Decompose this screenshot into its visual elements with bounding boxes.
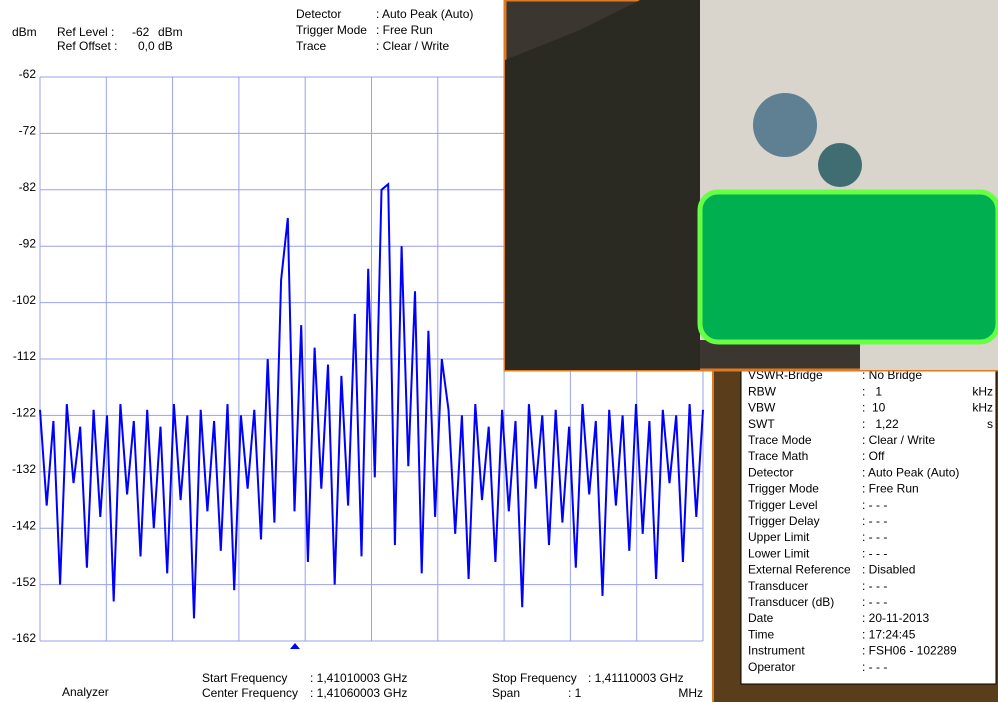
info-label: Trigger Level: [748, 498, 818, 512]
info-value: : Clear / Write: [862, 433, 935, 447]
y-tick-label: -72: [19, 124, 37, 138]
setting-value: : Free Run: [376, 23, 433, 37]
info-label: Date: [748, 611, 774, 625]
y-tick-label: -102: [12, 293, 36, 307]
ref-offset-label: Ref Offset :: [57, 39, 117, 53]
y-tick-label: -142: [12, 518, 36, 532]
page: dBm Ref Level : -62 dBm Ref Offset : 0,0…: [0, 0, 998, 702]
setting-label: Detector: [296, 7, 341, 21]
video-shape: [505, 0, 700, 370]
y-tick-label: -122: [12, 406, 36, 420]
ref-offset: 0,0 dB: [138, 39, 173, 53]
info-value: : - - -: [862, 514, 887, 528]
unit: dBm: [12, 25, 37, 39]
info-label: Trace Mode: [748, 433, 812, 447]
ref-level-unit: dBm: [158, 25, 183, 39]
y-tick-label: -152: [12, 575, 36, 589]
y-tick-label: -62: [19, 67, 37, 81]
info-value: : - - -: [862, 579, 887, 593]
info-value: : 1,22: [862, 417, 899, 431]
setting-label: Trigger Mode: [296, 23, 367, 37]
y-tick-label: -112: [13, 349, 36, 363]
info-unit: s: [987, 417, 993, 431]
mode: Analyzer: [62, 685, 109, 699]
info-label: Trigger Delay: [748, 514, 820, 528]
y-tick-label: -132: [12, 462, 36, 476]
setting-label: Trace: [296, 39, 327, 53]
frequency-unit: MHz: [678, 686, 703, 700]
info-unit: kHz: [972, 384, 993, 398]
info-value: : 10: [862, 401, 886, 415]
info-value: : 17:24:45: [862, 627, 916, 641]
info-value: : Auto Peak (Auto): [862, 465, 959, 479]
video-overlay: [505, 0, 998, 370]
ref-level-label: Ref Level :: [57, 25, 114, 39]
y-tick-label: -92: [19, 236, 37, 250]
info-value: : Free Run: [862, 482, 919, 496]
ref-level: -62: [132, 25, 150, 39]
info-value: : FSH06 - 102289: [862, 644, 957, 658]
info-label: Trigger Mode: [748, 482, 819, 496]
setting-value: : Clear / Write: [376, 39, 449, 53]
info-label: Time: [748, 627, 775, 641]
info-value: : - - -: [862, 660, 887, 674]
y-tick-label: -162: [12, 631, 36, 645]
info-unit: kHz: [972, 401, 993, 415]
info-value: : Off: [862, 449, 885, 463]
info-label: Operator: [748, 660, 795, 674]
info-value: : 1: [862, 384, 882, 398]
info-value: : - - -: [862, 595, 887, 609]
info-label: SWT: [748, 417, 775, 431]
info-label: RBW: [748, 384, 777, 398]
frequency-label: Stop Frequency: [492, 671, 577, 685]
green-box: [700, 192, 998, 342]
info-value: : Disabled: [862, 563, 915, 577]
setting-value: : Auto Peak (Auto): [376, 7, 473, 21]
info-label: Lower Limit: [748, 546, 810, 560]
info-label: Detector: [748, 465, 793, 479]
info-label: Transducer (dB): [748, 595, 834, 609]
info-value: : - - -: [862, 546, 887, 560]
y-tick-label: -82: [19, 180, 37, 194]
info-value: : 20-11-2013: [862, 611, 929, 625]
info-label: Transducer: [748, 579, 808, 593]
info-value: : - - -: [862, 530, 887, 544]
info-label: VBW: [748, 401, 776, 415]
info-label: Instrument: [748, 644, 805, 658]
frequency-value: : 1: [568, 686, 582, 700]
frequency-value: : 1,41060003 GHz: [310, 686, 407, 700]
info-label: Trace Math: [748, 449, 808, 463]
video-shape: [818, 143, 862, 187]
frequency-value: : 1,41110003 GHz: [588, 671, 684, 685]
info-label: Upper Limit: [748, 530, 810, 544]
frequency-label: Center Frequency: [202, 686, 298, 700]
screen: dBm Ref Level : -62 dBm Ref Offset : 0,0…: [0, 0, 998, 702]
frequency-value: : 1,41010003 GHz: [310, 671, 407, 685]
frequency-label: Start Frequency: [202, 671, 287, 685]
info-value: : - - -: [862, 498, 887, 512]
video-shape: [753, 93, 817, 157]
info-label: External Reference: [748, 563, 851, 577]
frequency-label: Span: [492, 686, 520, 700]
